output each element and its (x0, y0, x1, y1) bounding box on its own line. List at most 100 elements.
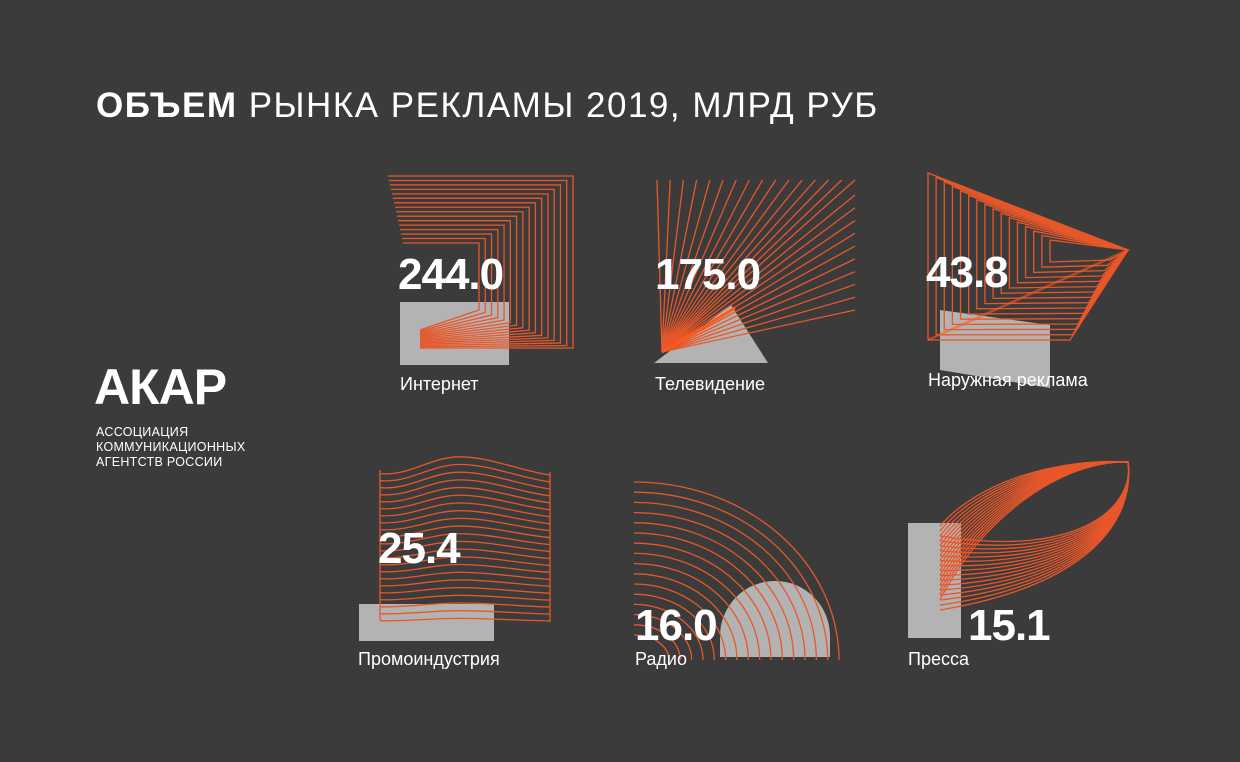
tv-line (661, 258, 856, 353)
internet-line (400, 228, 499, 335)
internet-line (399, 224, 505, 336)
category-label-internet: Интернет (400, 374, 479, 394)
category-label-press: Пресса (908, 649, 970, 669)
tv-line (661, 179, 803, 353)
press-graphic (908, 460, 1130, 638)
radio-line (633, 573, 738, 661)
tv-line (661, 179, 843, 353)
tv-line (661, 179, 698, 353)
radio-line (633, 542, 772, 661)
radio-line (633, 624, 681, 661)
tv-line (661, 179, 724, 353)
value-label-press: 15.1 (968, 601, 1050, 650)
tv-line (661, 179, 777, 353)
org-name: АССОЦИАЦИЯ КОММУНИКАЦИОННЫХ АГЕНТСТВ РОС… (96, 425, 296, 470)
value-label-tv: 175.0 (655, 250, 760, 299)
internet-line (397, 215, 518, 338)
value-label-outdoor: 43.8 (926, 248, 1008, 297)
tv-line (661, 179, 830, 353)
value-label-radio: 16.0 (635, 601, 717, 650)
radio-line (633, 501, 817, 661)
tv-line (661, 194, 856, 353)
internet-line (395, 206, 530, 341)
category-label-tv: Телевидение (655, 374, 765, 394)
promo-line (379, 586, 551, 594)
tv-line (661, 179, 764, 353)
org-line-1: АССОЦИАЦИЯ (96, 425, 189, 439)
promo-line (379, 540, 551, 553)
radio-line (633, 583, 727, 661)
category-label-promo: Промоиндустрия (358, 649, 500, 669)
promo-line (379, 556, 551, 567)
radio-line (633, 532, 783, 661)
internet-graphic (388, 175, 574, 365)
radio-line (633, 552, 761, 661)
value-label-promo: 25.4 (378, 524, 461, 573)
internet-line (396, 211, 524, 340)
promo-line (379, 525, 551, 539)
promo-line (379, 602, 551, 608)
radio-line (633, 634, 670, 661)
tv-line (661, 179, 737, 353)
outdoor-line (992, 207, 1130, 300)
internet-line (403, 242, 480, 331)
internet-line (390, 184, 562, 347)
promo-line (379, 533, 551, 546)
internet-line (402, 237, 486, 332)
tv-line (661, 309, 856, 353)
promo-line (379, 617, 551, 622)
tv-line (661, 220, 856, 353)
promo-line (379, 486, 551, 504)
promo-line (379, 571, 551, 580)
internet-line (389, 179, 568, 348)
promo-line (379, 494, 551, 511)
category-label-radio: Радио (635, 649, 687, 669)
tv-graphic (654, 179, 856, 363)
promo-line (379, 456, 551, 476)
tv-line (661, 179, 790, 353)
promo-line (379, 502, 551, 518)
promo-shape (359, 604, 494, 641)
promo-line (379, 548, 551, 560)
tv-line (661, 179, 711, 353)
radio-line (633, 593, 715, 661)
akar-logo: АКАР (94, 359, 227, 415)
tv-line (661, 179, 671, 353)
org-line-3: АГЕНТСТВ РОССИИ (96, 455, 223, 469)
radio-line (633, 562, 749, 661)
promo-graphic (359, 456, 551, 641)
internet-line (392, 193, 549, 344)
internet-line (393, 197, 543, 343)
radio-line (633, 511, 806, 661)
promo-line (379, 463, 551, 483)
tv-line (661, 207, 856, 353)
tv-line (661, 179, 685, 353)
radio-line (633, 603, 704, 661)
radio-graphic (633, 481, 840, 661)
internet-line (388, 175, 574, 349)
tv-line (661, 179, 816, 353)
tv-line (661, 179, 856, 353)
outdoor-accent (927, 248, 1129, 342)
tv-line (661, 179, 750, 353)
tv-line (661, 296, 856, 353)
promo-line (379, 610, 551, 615)
radio-line (633, 522, 795, 661)
internet-line (401, 233, 493, 334)
promo-line (379, 594, 551, 601)
tv-line (656, 179, 663, 353)
title-rest: РЫНКА РЕКЛАМЫ 2019, МЛРД РУБ (237, 86, 879, 125)
internet-line (398, 220, 511, 337)
press-line (939, 460, 1130, 543)
promo-line (379, 517, 551, 532)
outdoor-graphic (927, 172, 1131, 388)
value-label-internet: 244.0 (398, 250, 503, 299)
promo-line (379, 479, 551, 497)
org-line-2: КОММУНИКАЦИОННЫХ (96, 440, 246, 454)
radio-line (633, 613, 693, 661)
promo-line (379, 563, 551, 573)
page-title: ОБЪЕМ РЫНКА РЕКЛАМЫ 2019, МЛРД РУБ (96, 86, 879, 126)
internet-line (391, 188, 555, 346)
promo-line (379, 471, 551, 490)
